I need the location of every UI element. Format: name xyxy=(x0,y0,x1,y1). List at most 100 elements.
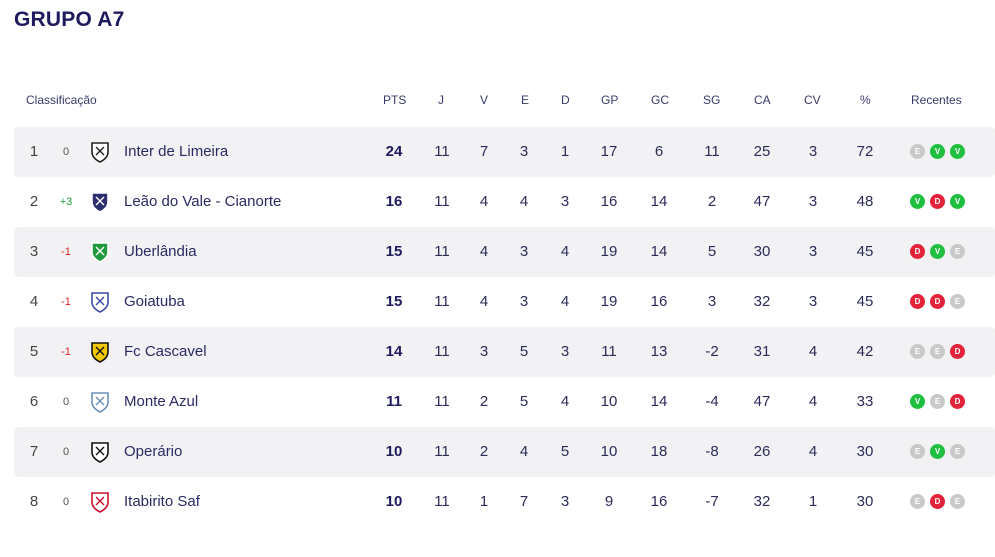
stat-sg: 11 xyxy=(704,143,720,160)
header-cv: CV xyxy=(804,93,821,107)
stat-e: 4 xyxy=(519,193,529,210)
position: 7 xyxy=(29,443,39,460)
position: 5 xyxy=(29,343,39,360)
result-badge: E xyxy=(910,144,925,159)
table-row[interactable]: 3 -1 Uberlândia 15 11 4 3 4 19 14 5 30 3 45 D V E xyxy=(14,227,995,277)
position: 3 xyxy=(29,243,39,260)
stat-pct: 30 xyxy=(856,493,874,510)
stat-pts: 14 xyxy=(385,343,403,360)
team-name[interactable]: Operário xyxy=(124,443,183,460)
result-badge: V xyxy=(950,144,965,159)
fc-cascavel-crest-icon xyxy=(88,340,112,364)
result-badge: E xyxy=(910,494,925,509)
result-badge: E xyxy=(950,244,965,259)
header-classificacao: Classificação xyxy=(26,93,97,107)
table-row[interactable]: 1 0 Inter de Limeira 24 11 7 3 1 17 6 11 25 3 72 E V V xyxy=(14,127,995,177)
team-name[interactable]: Inter de Limeira xyxy=(124,143,229,160)
team-name[interactable]: Uberlândia xyxy=(124,243,197,260)
stat-d: 3 xyxy=(560,193,570,210)
team-name[interactable]: Fc Cascavel xyxy=(124,343,207,360)
result-badge: E xyxy=(930,394,945,409)
stat-cv: 4 xyxy=(808,443,818,460)
stat-pct: 45 xyxy=(856,293,874,310)
header-recentes: Recentes xyxy=(911,93,962,107)
stat-sg: -8 xyxy=(705,443,719,460)
stat-gp: 19 xyxy=(600,293,618,310)
standings-table: 1 0 Inter de Limeira 24 11 7 3 1 17 6 11 25 3 72 E V V 2 +… xyxy=(14,127,995,527)
header-sg: SG xyxy=(703,93,721,107)
stat-d: 1 xyxy=(560,143,570,160)
result-badge: E xyxy=(910,444,925,459)
monte-azul-crest-icon xyxy=(88,390,112,414)
stat-j: 11 xyxy=(434,143,450,160)
stat-j: 11 xyxy=(434,343,450,360)
stat-gp: 9 xyxy=(604,493,614,510)
stat-gc: 13 xyxy=(650,343,668,360)
stat-ca: 47 xyxy=(753,193,771,210)
result-badge: E xyxy=(910,344,925,359)
position-change: 0 xyxy=(62,496,70,508)
table-header: Classificação PTS J V E D GP GC SG CA CV… xyxy=(14,93,995,111)
uberlandia-crest-icon xyxy=(88,240,112,264)
stat-v: 4 xyxy=(479,243,489,260)
result-badge: D xyxy=(930,494,945,509)
result-badge: E xyxy=(950,294,965,309)
stat-e: 5 xyxy=(519,343,529,360)
stat-ca: 32 xyxy=(753,493,771,510)
position-change: 0 xyxy=(62,446,70,458)
header-e: E xyxy=(521,93,530,107)
stat-pct: 72 xyxy=(856,143,874,160)
table-row[interactable]: 8 0 Itabirito Saf 10 11 1 7 3 9 16 -7 32 1 30 E D E xyxy=(14,477,995,527)
stat-gp: 10 xyxy=(600,393,618,410)
stat-gc: 16 xyxy=(650,293,668,310)
stat-pct: 42 xyxy=(856,343,874,360)
stat-d: 4 xyxy=(560,293,570,310)
stat-j: 11 xyxy=(434,293,450,310)
stat-ca: 47 xyxy=(753,393,771,410)
stat-d: 5 xyxy=(560,443,570,460)
stat-j: 11 xyxy=(434,193,450,210)
table-row[interactable]: 2 +3 Leão do Vale - Cianorte 16 11 4 4 3 16 14 2 47… xyxy=(14,177,995,227)
stat-ca: 30 xyxy=(753,243,771,260)
group-title: GRUPO A7 xyxy=(14,8,125,31)
stat-pct: 45 xyxy=(856,243,874,260)
stat-gp: 10 xyxy=(600,443,618,460)
header-gc: GC xyxy=(651,93,669,107)
stat-v: 2 xyxy=(479,443,489,460)
result-badge: E xyxy=(950,494,965,509)
table-row[interactable]: 5 -1 Fc Cascavel 14 11 3 5 3 11 13 -2 31 4 42 E E D xyxy=(14,327,995,377)
stat-j: 11 xyxy=(434,243,450,260)
team-name[interactable]: Itabirito Saf xyxy=(124,493,200,510)
stat-gp: 17 xyxy=(600,143,618,160)
stat-v: 7 xyxy=(479,143,489,160)
table-row[interactable]: 7 0 Operário 10 11 2 4 5 10 18 -8 26 4 30 E V E xyxy=(14,427,995,477)
stat-pts: 10 xyxy=(385,493,403,510)
stat-cv: 4 xyxy=(808,343,818,360)
stat-v: 1 xyxy=(479,493,489,510)
stat-e: 7 xyxy=(519,493,529,510)
position: 4 xyxy=(29,293,39,310)
result-badge: V xyxy=(910,394,925,409)
result-badge: E xyxy=(930,344,945,359)
table-row[interactable]: 4 -1 Goiatuba 15 11 4 3 4 19 16 3 32 3 45 D D E xyxy=(14,277,995,327)
header-pct: % xyxy=(860,93,871,107)
stat-gp: 19 xyxy=(600,243,618,260)
team-name[interactable]: Leão do Vale - Cianorte xyxy=(124,193,282,210)
result-badge: V xyxy=(910,194,925,209)
stat-pts: 15 xyxy=(385,243,403,260)
stat-gc: 16 xyxy=(650,493,668,510)
team-name[interactable]: Goiatuba xyxy=(124,293,185,310)
position: 1 xyxy=(29,143,39,160)
stat-j: 11 xyxy=(434,393,450,410)
table-row[interactable]: 6 0 Monte Azul 11 11 2 5 4 10 14 -4 47 4 33 V E D xyxy=(14,377,995,427)
result-badge: D xyxy=(950,394,965,409)
team-name[interactable]: Monte Azul xyxy=(124,393,199,410)
stat-ca: 32 xyxy=(753,293,771,310)
stat-j: 11 xyxy=(434,443,450,460)
stat-d: 4 xyxy=(560,243,570,260)
stat-j: 11 xyxy=(434,493,450,510)
